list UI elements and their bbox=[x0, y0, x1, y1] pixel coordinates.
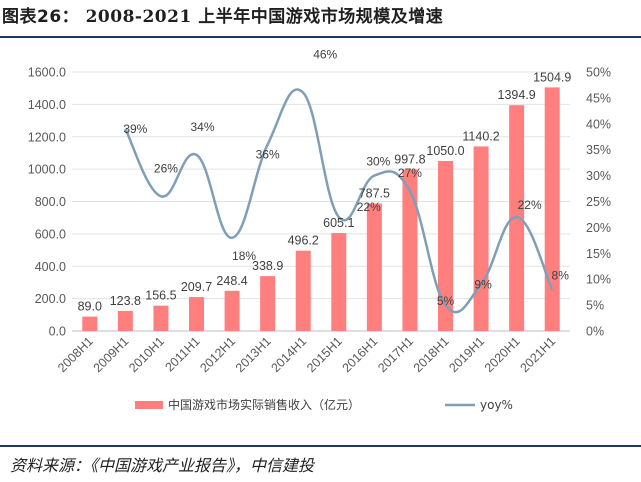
right-axis-tick-label: 0% bbox=[586, 325, 604, 339]
bar bbox=[402, 169, 418, 331]
right-axis-tick-label: 5% bbox=[586, 299, 604, 313]
yoy-value-label: 34% bbox=[190, 120, 214, 134]
x-axis-tick-label: 2019H1 bbox=[446, 334, 487, 375]
right-axis-tick-label: 35% bbox=[586, 143, 611, 157]
right-axis-tick-label: 20% bbox=[586, 221, 611, 235]
left-axis-tick-label: 1400.0 bbox=[28, 98, 66, 112]
bar-value-label: 156.5 bbox=[145, 289, 176, 303]
chart: 0.0 200.0 400.0 600.0 800.0 1000.0 1200.0 1400.… bbox=[28, 48, 611, 412]
yoy-value-label: 9% bbox=[474, 277, 492, 291]
legend: 中国游戏市场实际销售收入（亿元） yoy% bbox=[135, 397, 513, 412]
left-axis-tick-label: 0.0 bbox=[49, 325, 66, 339]
bar-value-label: 605.1 bbox=[323, 216, 354, 230]
x-axis-tick-label: 2017H1 bbox=[375, 334, 416, 375]
bar bbox=[224, 290, 240, 331]
x-axis-tick-label: 2021H1 bbox=[517, 334, 558, 375]
yoy-value-label: 39% bbox=[123, 122, 147, 136]
bar-value-label: 787.5 bbox=[359, 187, 390, 201]
line-data-labels: 39% 26% 34% 18% 36% 46% 22% 30% 27% 5% 9% 22% 8% bbox=[123, 48, 569, 308]
x-axis-tick-label: 2014H1 bbox=[268, 334, 309, 375]
bar-value-label: 1140.2 bbox=[462, 129, 499, 143]
x-axis-tick-label: 2020H1 bbox=[482, 334, 523, 375]
legend-line-label: yoy% bbox=[480, 398, 513, 412]
yoy-value-label: 5% bbox=[437, 294, 455, 308]
x-axis-tick-label: 2010H1 bbox=[126, 334, 167, 375]
bar-value-label: 89.0 bbox=[78, 300, 102, 314]
x-axis-tick-label: 2009H1 bbox=[91, 334, 132, 375]
left-axis-tick-label: 1000.0 bbox=[28, 163, 66, 177]
yoy-value-label: 26% bbox=[154, 161, 178, 175]
right-axis-tick-label: 25% bbox=[586, 195, 611, 209]
right-axis-tick-label: 30% bbox=[586, 169, 611, 183]
bar bbox=[366, 203, 382, 331]
bar-value-label: 123.8 bbox=[110, 294, 141, 308]
bar-data-labels: 89.0 123.8 156.5 209.7 248.4 338.9 496.2 605.1 7… bbox=[78, 70, 572, 313]
bar-value-label: 209.7 bbox=[181, 280, 212, 294]
left-axis-tick-label: 400.0 bbox=[35, 260, 66, 274]
yoy-value-label: 22% bbox=[518, 198, 542, 212]
bar-value-label: 1394.9 bbox=[498, 88, 536, 102]
bar-value-label: 1050.0 bbox=[426, 144, 464, 158]
chart-title: 图表26： 2008-2021 上半年中国游戏市场规模及增速 bbox=[2, 2, 443, 27]
bar-value-label: 1504.9 bbox=[533, 70, 571, 84]
bar bbox=[153, 305, 169, 331]
x-axis-tick-label: 2008H1 bbox=[55, 334, 96, 375]
yoy-value-label: 46% bbox=[313, 48, 337, 62]
source-divider bbox=[0, 445, 641, 447]
x-axis-tick-label: 2012H1 bbox=[197, 334, 238, 375]
bar bbox=[117, 310, 133, 331]
left-axis-tick-label: 600.0 bbox=[35, 227, 66, 241]
x-axis-tick-label: 2016H1 bbox=[340, 334, 381, 375]
figure-title: 2008-2021 上半年中国游戏市场规模及增速 bbox=[85, 7, 444, 27]
bar-value-label: 997.8 bbox=[394, 152, 425, 166]
bar bbox=[82, 316, 98, 331]
x-axis-tick-label: 2015H1 bbox=[304, 334, 345, 375]
figure-number: 图表26： bbox=[2, 7, 80, 27]
right-axis-tick-label: 50% bbox=[586, 66, 611, 80]
legend-bar-swatch bbox=[135, 401, 163, 409]
right-y-axis: 0% 5% 10% 15% 20% 25% 30% 35% 40% 45% 50% bbox=[586, 66, 611, 339]
bar bbox=[438, 161, 453, 331]
yoy-value-label: 18% bbox=[232, 249, 256, 263]
bar bbox=[295, 250, 311, 331]
left-axis-tick-label: 1600.0 bbox=[28, 66, 66, 80]
bar-value-label: 248.4 bbox=[216, 274, 247, 288]
x-axis-tick-label: 2011H1 bbox=[162, 334, 202, 374]
right-axis-tick-label: 45% bbox=[586, 91, 611, 105]
x-axis: 2008H12009H12010H12011H12012H12013H12014… bbox=[55, 334, 558, 375]
line-series bbox=[124, 88, 554, 314]
bar-value-label: 496.2 bbox=[288, 234, 319, 248]
bar bbox=[260, 276, 276, 331]
right-axis-tick-label: 40% bbox=[586, 117, 611, 131]
yoy-value-label: 8% bbox=[552, 269, 570, 283]
source-note: 资料来源：《中国游戏产业报告》，中信建投 bbox=[10, 456, 315, 475]
bar bbox=[189, 297, 204, 331]
bar bbox=[331, 233, 347, 331]
yoy-value-label: 22% bbox=[357, 200, 381, 214]
x-axis-tick-label: 2013H1 bbox=[233, 334, 274, 375]
legend-bar-label: 中国游戏市场实际销售收入（亿元） bbox=[168, 397, 360, 412]
yoy-value-label: 30% bbox=[366, 155, 390, 169]
left-y-axis: 0.0 200.0 400.0 600.0 800.0 1000.0 1200.0 1400.… bbox=[28, 66, 66, 339]
left-axis-tick-label: 200.0 bbox=[35, 292, 66, 306]
right-axis-tick-label: 10% bbox=[586, 273, 611, 287]
x-axis-tick-label: 2018H1 bbox=[411, 334, 452, 375]
bar bbox=[544, 87, 560, 331]
left-axis-tick-label: 1200.0 bbox=[28, 130, 66, 144]
bar-value-label: 338.9 bbox=[252, 259, 283, 273]
right-axis-tick-label: 15% bbox=[586, 247, 611, 261]
title-divider bbox=[0, 36, 641, 38]
left-axis-tick-label: 800.0 bbox=[35, 195, 66, 209]
bar bbox=[473, 146, 489, 331]
yoy-value-label: 27% bbox=[398, 166, 422, 180]
bar-series bbox=[82, 87, 560, 331]
yoy-value-label: 36% bbox=[256, 148, 280, 162]
